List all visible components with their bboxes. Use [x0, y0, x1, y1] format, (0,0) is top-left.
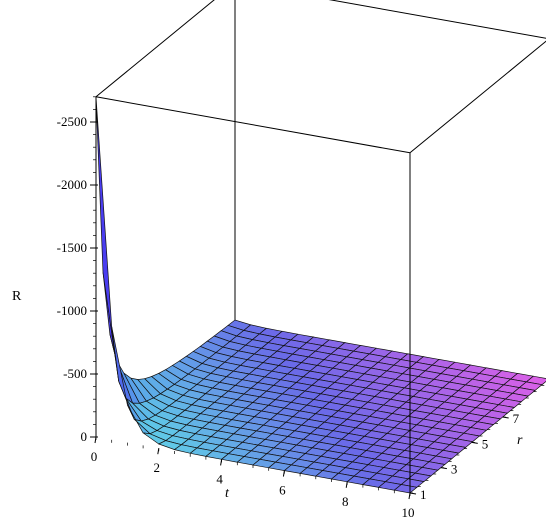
box-edge-top-left — [95, 0, 215, 98]
surface-mesh — [95, 96, 546, 494]
box-edge-top-back — [328, 0, 546, 39]
t-axis: 0 2 4 6 8 10 — [91, 436, 415, 520]
z-axis: -2500 -2000 -1500 -1000 -500 0 — [57, 96, 98, 444]
t-tick-label: 2 — [154, 460, 161, 475]
z-tick-label: -2500 — [57, 114, 87, 129]
z-tick-label: -1000 — [57, 303, 87, 318]
box-edge-top-right — [409, 40, 546, 154]
r-tick-label: 3 — [451, 462, 458, 477]
t-tick-label: 6 — [279, 483, 286, 498]
surface-patch — [95, 96, 120, 382]
surface-patch — [393, 484, 418, 494]
z-axis-title: R — [12, 289, 22, 304]
t-tick-label: 4 — [216, 471, 223, 486]
z-tick-label: -2000 — [57, 177, 87, 192]
t-axis-title: t — [225, 486, 230, 501]
t-tick-label: 0 — [91, 449, 98, 464]
bounding-box-back — [95, 0, 546, 323]
t-tick-label: 8 — [342, 494, 349, 509]
t-tick-label: 10 — [402, 505, 415, 520]
z-tick-label: -1500 — [57, 240, 87, 255]
z-tick-label: 0 — [81, 429, 88, 444]
box-edge-top-front — [95, 96, 411, 154]
r-tick-label: 5 — [482, 436, 489, 451]
r-tick-label: 7 — [513, 411, 520, 426]
r-axis: 135710 — [409, 384, 545, 502]
z-tick-label: -500 — [63, 366, 87, 381]
r-axis-title: r — [517, 433, 523, 448]
bounding-box-front — [95, 40, 546, 493]
r-tick-label: 1 — [420, 487, 427, 502]
